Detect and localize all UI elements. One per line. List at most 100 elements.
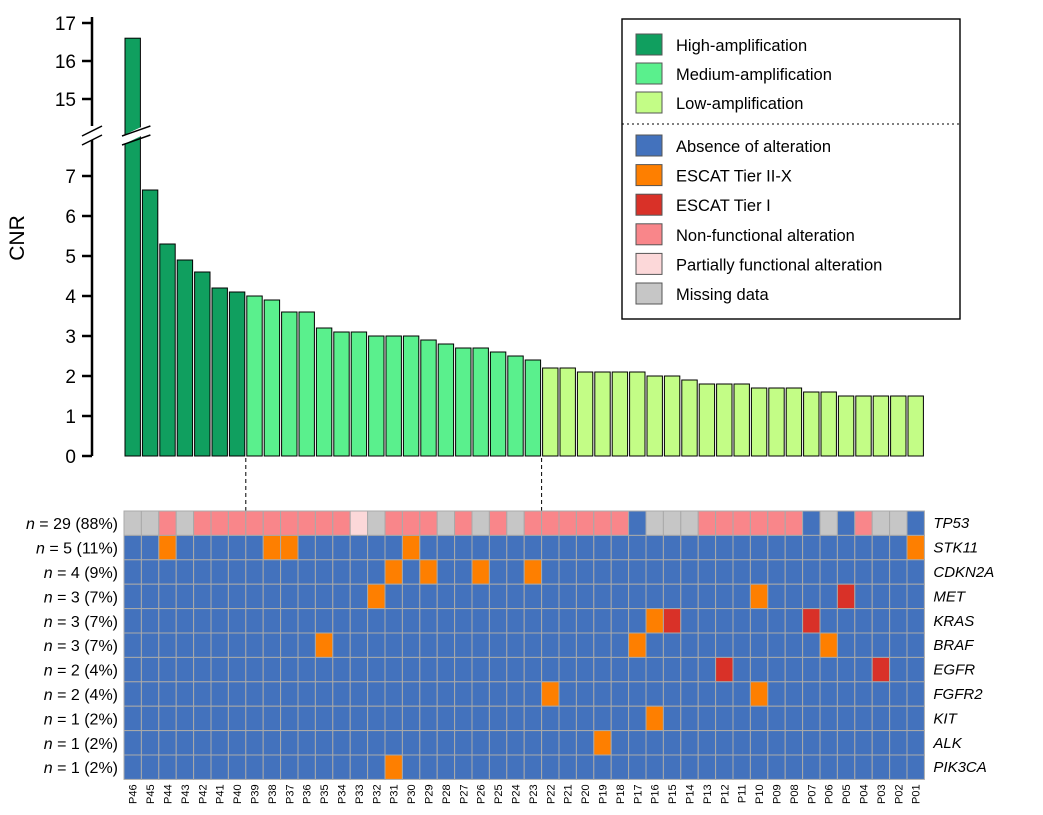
heatmap-cell bbox=[314, 632, 334, 658]
heatmap-cell bbox=[367, 730, 386, 756]
bar-P05 bbox=[837, 395, 855, 457]
heatmap-cell bbox=[506, 534, 525, 561]
heatmap-cell bbox=[889, 583, 908, 610]
heatmap-cell bbox=[715, 730, 734, 756]
heatmap-cell bbox=[280, 705, 299, 732]
row-count-value: = 2 (4%) bbox=[53, 687, 118, 704]
heatmap-cell bbox=[732, 510, 751, 536]
heatmap-cell bbox=[836, 510, 856, 536]
heatmap-cell bbox=[210, 754, 229, 780]
heatmap-cell bbox=[628, 632, 647, 658]
heatmap-cell bbox=[280, 632, 299, 658]
heatmap-cell bbox=[123, 730, 142, 756]
heatmap-cell bbox=[732, 754, 751, 780]
heatmap-cell bbox=[506, 705, 525, 732]
bar-P42 bbox=[194, 271, 211, 457]
heatmap-cell bbox=[158, 632, 177, 658]
heatmap-cell bbox=[906, 510, 925, 536]
heatmap-cell bbox=[628, 534, 647, 561]
heatmap-cell bbox=[593, 632, 612, 658]
legend-label: Missing data bbox=[676, 286, 769, 304]
heatmap-cell bbox=[332, 730, 351, 756]
heatmap-cell bbox=[245, 681, 264, 707]
heatmap-cell bbox=[541, 632, 560, 658]
bar-P30 bbox=[402, 335, 420, 457]
heatmap-cell bbox=[349, 559, 369, 585]
patient-label: P21 bbox=[563, 784, 575, 804]
heatmap-cell bbox=[645, 754, 664, 780]
heatmap-cell bbox=[158, 754, 177, 780]
legend-label: Absence of alteration bbox=[676, 138, 831, 156]
heatmap-cell bbox=[662, 730, 682, 756]
heatmap-cell bbox=[297, 632, 316, 658]
bar-P26 bbox=[472, 347, 489, 457]
patient-label: P06 bbox=[824, 784, 836, 804]
heatmap-cell bbox=[349, 510, 369, 536]
patient-label: P22 bbox=[545, 784, 557, 804]
heatmap-cell bbox=[784, 559, 804, 585]
heatmap-cell bbox=[889, 681, 908, 707]
patient-label: P41 bbox=[215, 784, 227, 804]
row-count-label: n = 3 (7%) bbox=[44, 589, 118, 606]
heatmap-cell bbox=[297, 559, 316, 585]
heatmap-cell bbox=[123, 608, 142, 634]
heatmap-cell bbox=[645, 510, 664, 536]
heatmap-cell bbox=[419, 608, 438, 634]
heatmap-cell bbox=[175, 510, 195, 536]
heatmap-cell bbox=[889, 656, 908, 683]
heatmap-cell bbox=[436, 681, 456, 707]
heatmap-cell bbox=[784, 534, 804, 561]
heatmap-cell bbox=[836, 608, 856, 634]
heatmap-cell bbox=[662, 656, 682, 683]
legend-label: ESCAT Tier I bbox=[676, 197, 771, 215]
heatmap-cell bbox=[610, 510, 630, 536]
patient-label: P08 bbox=[789, 784, 801, 804]
heatmap-cell bbox=[123, 583, 142, 610]
heatmap-cell bbox=[297, 608, 316, 634]
heatmap-cell bbox=[349, 608, 369, 634]
heatmap-cell bbox=[158, 583, 177, 610]
legend-label: ESCAT Tier II-X bbox=[676, 168, 792, 186]
heatmap-cell bbox=[454, 559, 473, 585]
heatmap-cell bbox=[140, 608, 160, 634]
heatmap-cell bbox=[193, 608, 212, 634]
heatmap-cell bbox=[193, 730, 212, 756]
heatmap-cell bbox=[471, 705, 490, 732]
heatmap-cell bbox=[314, 656, 334, 683]
gene-label: CDKN2A bbox=[933, 564, 994, 581]
heatmap-cell bbox=[697, 534, 717, 561]
gene-label: KRAS bbox=[933, 613, 974, 630]
heatmap-cell bbox=[297, 534, 316, 561]
heatmap-cell bbox=[680, 510, 699, 536]
bar-P16 bbox=[646, 375, 663, 457]
heatmap-cell bbox=[332, 656, 351, 683]
heatmap-cell bbox=[506, 632, 525, 658]
legend-box bbox=[621, 18, 961, 320]
heatmap-cell bbox=[523, 510, 543, 536]
heatmap-cell bbox=[210, 608, 229, 634]
heatmap-cell bbox=[471, 681, 490, 707]
heatmap-cell bbox=[332, 754, 351, 780]
heatmap-cell bbox=[628, 510, 647, 536]
patient-label: P03 bbox=[876, 784, 888, 804]
heatmap-cell bbox=[419, 559, 438, 585]
heatmap-cell bbox=[471, 534, 490, 561]
heatmap-cell bbox=[680, 583, 699, 610]
bar-P45 bbox=[141, 189, 159, 457]
heatmap-cell bbox=[836, 754, 856, 780]
heatmap-cell bbox=[523, 534, 543, 561]
heatmap-cell bbox=[262, 608, 282, 634]
heatmap-cell bbox=[384, 510, 403, 536]
legend-label: High-amplification bbox=[676, 37, 807, 55]
heatmap-cell bbox=[575, 730, 595, 756]
patient-label: P04 bbox=[859, 784, 871, 804]
heatmap-cell bbox=[280, 681, 299, 707]
heatmap-cell bbox=[523, 608, 543, 634]
bar-P06 bbox=[820, 391, 837, 457]
heatmap-cell bbox=[854, 632, 873, 658]
heatmap-cell bbox=[628, 608, 647, 634]
heatmap-cell bbox=[819, 730, 838, 756]
bar-P43 bbox=[176, 259, 194, 457]
heatmap-cell bbox=[854, 656, 873, 683]
heatmap-cell bbox=[367, 681, 386, 707]
